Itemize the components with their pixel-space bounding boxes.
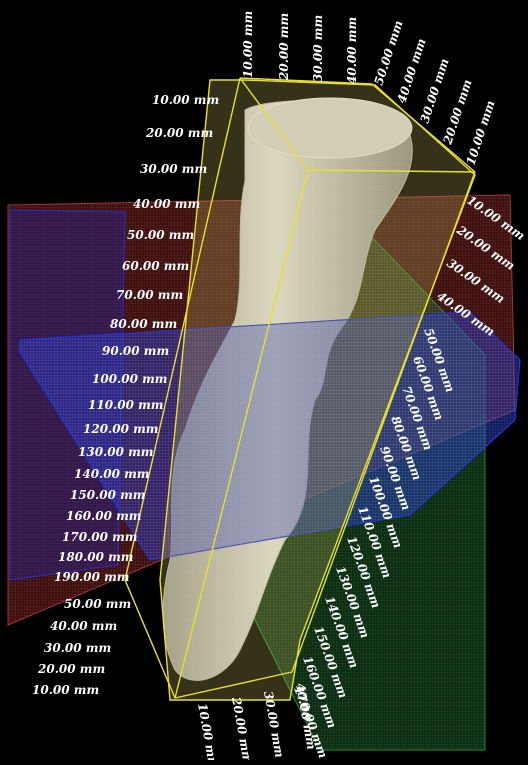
- axis-tick-label: 10.00 mm: [195, 702, 220, 760]
- axis-tick-label: 20.00 mm: [229, 695, 255, 760]
- axis-tick-label: 180.00 mm: [58, 550, 134, 564]
- axis-tick-label: 90.00 mm: [102, 344, 169, 358]
- axis-tick-label: 40.00 mm: [50, 619, 117, 633]
- axis-tick-label: 120.00 mm: [83, 422, 159, 436]
- axis-tick-label: 150.00 mm: [70, 488, 146, 502]
- axis-tick-label: 80.00 mm: [110, 317, 177, 331]
- axis-tick-label: 20.00 mm: [145, 126, 213, 140]
- axis-tick-label: 160.00 mm: [66, 509, 142, 523]
- axis-tick-label: 60.00 mm: [122, 259, 189, 273]
- axis-tick-label: 20.00 mm: [440, 78, 474, 147]
- axis-tick-label: 100.00 mm: [92, 372, 168, 386]
- axis-tick-label: 40.00 mm: [395, 37, 429, 105]
- axis-tick-label: 50.00 mm: [372, 19, 406, 87]
- axis-tick-label: 50.00 mm: [127, 228, 194, 242]
- axis-tick-label: 10.00 mm: [152, 93, 219, 107]
- axis-top-edge: 10.00 mm 20.00 mm 30.00 mm 40.00 mm: [241, 11, 359, 84]
- axis-tick-label: 40.00 mm: [345, 17, 359, 84]
- axis-tick-label: 40.00 mm: [133, 197, 200, 211]
- axis-tick-label: 30.00 mm: [311, 15, 325, 82]
- axis-bottom-left-depth: 50.00 mm 40.00 mm 30.00 mm 20.00 mm 10.0…: [32, 597, 131, 697]
- axis-tick-label: 10.00 mm: [464, 99, 498, 167]
- axial-plane: [9, 209, 521, 581]
- bounding-box: [124, 77, 476, 701]
- axis-tick-label: 50.00 mm: [64, 597, 131, 611]
- axis-tick-label: 30.00 mm: [140, 162, 207, 176]
- axis-tick-label: 10.00 mm: [241, 11, 255, 78]
- axis-tick-label: 30.00 mm: [44, 641, 111, 655]
- axis-tick-label: 140.00 mm: [74, 467, 150, 481]
- axis-tick-label: 20.00 mm: [277, 13, 291, 81]
- axis-tick-label: 190.00 mm: [54, 570, 130, 584]
- axis-tick-label: 130.00 mm: [78, 445, 154, 459]
- axis-tick-label: 30.00 mm: [418, 57, 452, 125]
- axis-tick-label: 170.00 mm: [62, 530, 138, 544]
- axis-tick-label: 110.00 mm: [88, 398, 164, 412]
- axis-tick-label: 20.00 mm: [37, 662, 105, 676]
- axis-tick-label: 10.00 mm: [32, 683, 99, 697]
- axis-left-vertical: 10.00 mm 20.00 mm 30.00 mm 40.00 mm 50.0…: [54, 93, 219, 584]
- axis-tick-label: 70.00 mm: [116, 288, 183, 302]
